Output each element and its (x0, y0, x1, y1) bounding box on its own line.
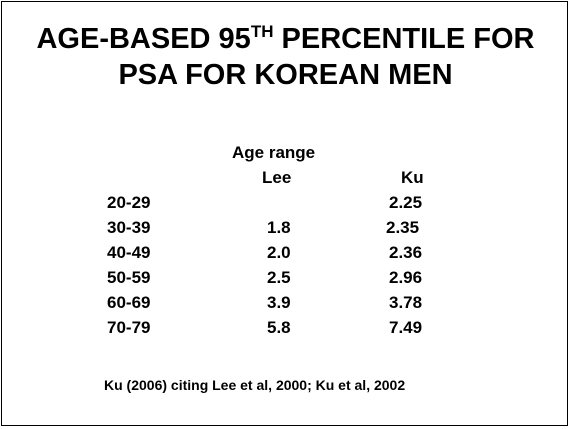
row-age-cell: 50-59 (107, 268, 151, 287)
citation-text: Ku (2006) citing Lee et al, 2000; Ku et … (104, 377, 406, 393)
row-age-cell: 30-39 (107, 218, 151, 237)
row-ku-cell: 3.78 (389, 293, 423, 312)
title-text-before: AGE-BASED 95 (36, 23, 251, 55)
row-lee-cell: 3.9 (267, 293, 291, 312)
slide-title-line-1: AGE-BASED 95TH PERCENTILE FOR (0, 22, 571, 60)
row-ku-cell: 7.49 (389, 318, 423, 337)
title-superscript: TH (250, 22, 274, 41)
title-text-after: PERCENTILE FOR (273, 23, 535, 55)
ku-column-header: Ku (401, 168, 424, 187)
row-age-cell: 70-79 (107, 318, 151, 337)
row-ku-cell: 2.35 (386, 218, 420, 237)
row-lee-cell: 2.0 (267, 243, 291, 262)
row-ku-cell: 2.96 (389, 268, 423, 287)
row-lee-cell: 5.8 (267, 318, 291, 337)
row-ku-cell: 2.36 (389, 243, 423, 262)
row-age-cell: 40-49 (107, 243, 151, 262)
row-lee-cell: 1.8 (267, 218, 291, 237)
row-ku-cell: 2.25 (389, 193, 423, 212)
row-age-cell: 60-69 (107, 293, 151, 312)
row-lee-cell: 2.5 (267, 268, 291, 287)
lee-column-header: Lee (262, 168, 292, 187)
age-range-header: Age range (232, 143, 316, 162)
slide-title-line-2: PSA FOR KOREAN MEN (118, 59, 453, 91)
row-age-cell: 20-29 (107, 193, 151, 212)
